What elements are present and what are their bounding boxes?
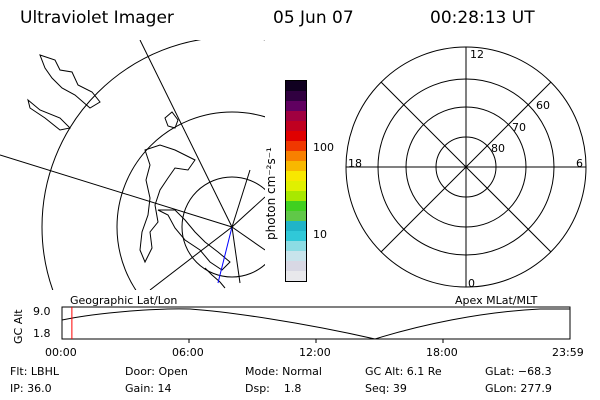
- info-seq: Seq: 39: [365, 382, 407, 395]
- mlt-label-12: 12: [470, 48, 484, 61]
- colorbar-band: [286, 261, 306, 271]
- colorbar-band: [286, 151, 306, 161]
- timeline-xtick-0000: 00:00: [45, 346, 77, 359]
- meridian-line: [231, 169, 251, 228]
- polar-panel-label: Apex MLat/MLT: [455, 294, 538, 307]
- coastline: [157, 209, 231, 271]
- timeline-xtick-0600: 06:00: [172, 346, 204, 359]
- colorbar-band: [286, 141, 306, 151]
- colorbar-band: [286, 271, 306, 281]
- timeline-ytick-9: 9.0: [33, 305, 51, 318]
- info-glon: GLon: 277.9: [485, 382, 552, 395]
- colorbar-band: [286, 171, 306, 181]
- meridian-line: [139, 40, 233, 228]
- info-ip: IP: 36.0: [10, 382, 52, 395]
- info-mode: Mode: Normal: [245, 365, 322, 378]
- view-boundary: [231, 226, 241, 284]
- timeline-xtick-1200: 12:00: [299, 346, 331, 359]
- colorbar-band: [286, 121, 306, 131]
- meridian-line: [231, 196, 265, 228]
- colorbar-band: [286, 131, 306, 141]
- geo-panel-label: Geographic Lat/Lon: [70, 294, 178, 307]
- colorbar-band: [286, 101, 306, 111]
- colorbar-band: [286, 91, 306, 101]
- colorbar-tick-10: 10: [313, 228, 327, 241]
- latitude-circle: [41, 40, 265, 290]
- mlt-label-6: 6: [576, 157, 583, 170]
- colorbar-band: [286, 81, 306, 91]
- colorbar-band: [286, 191, 306, 201]
- lat-label-80: 80: [491, 142, 505, 155]
- meridian-line: [149, 226, 233, 290]
- info-flt: Flt: LBHL: [10, 365, 59, 378]
- polar-diagonal: [380, 81, 552, 253]
- satellite-track: [217, 226, 233, 284]
- lat-label-60: 60: [536, 99, 550, 112]
- info-gcalt: GC Alt: 6.1 Re: [365, 365, 442, 378]
- mlt-label-18: 18: [348, 157, 362, 170]
- latitude-circle: [116, 111, 265, 290]
- info-dsp: Dsp: 1.8: [245, 382, 302, 395]
- coastline: [204, 267, 226, 289]
- meridian-line: [0, 154, 233, 228]
- time-label: 00:28:13 UT: [430, 8, 535, 28]
- colorbar-tick-100: 100: [313, 141, 334, 154]
- coastline: [164, 111, 179, 129]
- info-door: Door: Open: [125, 365, 188, 378]
- latitude-circle: [181, 176, 265, 278]
- timeline-frame: [61, 306, 571, 340]
- colorbar: [285, 80, 307, 282]
- colorbar-band: [286, 251, 306, 261]
- colorbar-band: [286, 221, 306, 231]
- colorbar-band: [286, 161, 306, 171]
- colorbar-band: [286, 181, 306, 191]
- date-label: 05 Jun 07: [273, 8, 354, 28]
- app-title: Ultraviolet Imager: [20, 8, 174, 28]
- coastline: [139, 144, 196, 264]
- altitude-curve: [61, 308, 570, 340]
- colorbar-band: [286, 231, 306, 241]
- coastline: [27, 98, 72, 131]
- colorbar-band: [286, 201, 306, 211]
- coastline: [39, 54, 101, 109]
- timeline-xtick-2359: 23:59: [552, 346, 584, 359]
- mlt-label-0: 0: [468, 277, 475, 290]
- timeline-ytick-1.8: 1.8: [33, 327, 51, 340]
- info-gain: Gain: 14: [125, 382, 172, 395]
- timeline-xtick-1800: 18:00: [426, 346, 458, 359]
- colorbar-band: [286, 211, 306, 221]
- info-glat: GLat: −68.3: [485, 365, 552, 378]
- colorbar-band: [286, 241, 306, 251]
- meridian-line: [231, 226, 265, 251]
- timeline-ylabel: GC Alt: [12, 309, 25, 344]
- colorbar-band: [286, 111, 306, 121]
- lat-label-70: 70: [512, 121, 526, 134]
